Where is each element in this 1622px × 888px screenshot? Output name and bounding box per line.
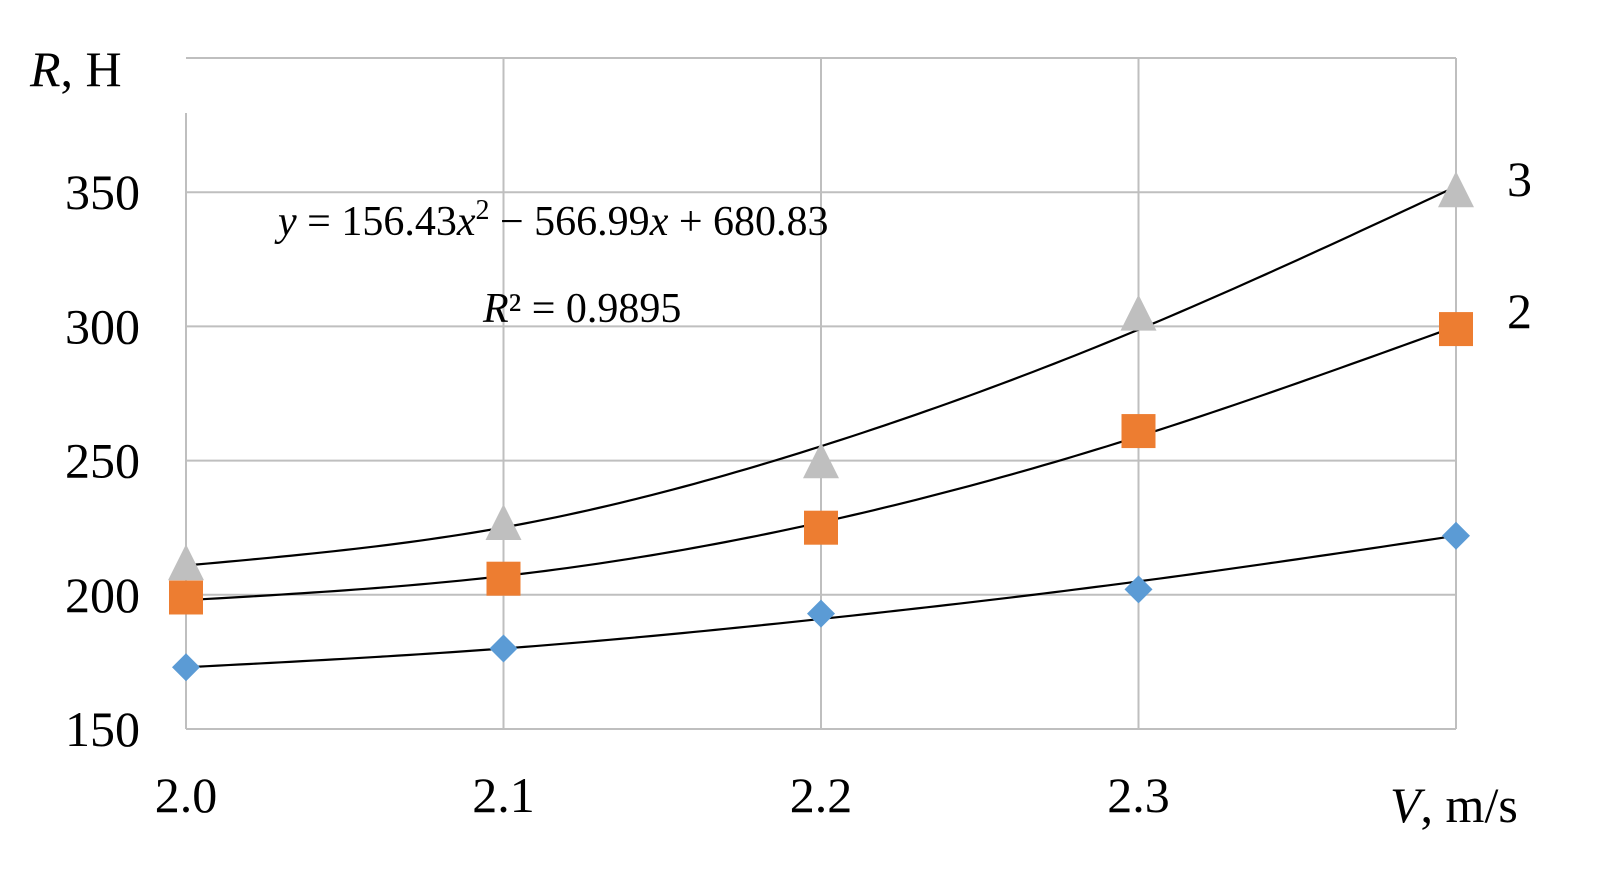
data-point-series-3 — [1438, 171, 1474, 208]
data-point-series-2 — [169, 580, 203, 615]
r-squared: R² = 0.9895 — [482, 286, 681, 332]
y-tick-label: 300 — [65, 298, 140, 354]
data-point-series-3 — [485, 504, 522, 541]
data-point-series-1 — [807, 599, 835, 628]
data-point-series-1 — [1124, 575, 1153, 604]
y-tick-label: 150 — [65, 701, 140, 757]
data-point-series-2 — [1121, 414, 1156, 449]
x-tick-label: 2.0 — [155, 767, 218, 823]
data-point-series-2 — [804, 510, 838, 545]
x-axis-label: V, m/s — [1390, 777, 1518, 833]
data-point-series-3 — [803, 442, 839, 479]
grid — [185, 57, 1457, 730]
trend-equation: y = 156.43x2 − 566.99x + 680.83 — [274, 195, 829, 245]
y-axis-label: R, H — [29, 41, 122, 97]
data-point-series-2 — [1439, 312, 1473, 347]
data-point-series-1 — [489, 634, 518, 663]
tick-labels: 150 200 250 300 350 2.0 2.1 2.2 2.3 — [65, 164, 1170, 823]
y-tick-label: 350 — [65, 164, 140, 220]
x-tick-label: 2.2 — [790, 767, 853, 823]
series-label-3: 3 — [1507, 151, 1532, 207]
data-point-series-1 — [1442, 521, 1470, 550]
data-point-series-3 — [168, 544, 204, 581]
data-point-series-2 — [486, 561, 521, 596]
y-tick-label: 250 — [65, 433, 140, 489]
data-point-series-3 — [1120, 294, 1157, 331]
x-tick-label: 2.3 — [1107, 767, 1170, 823]
data-point-series-1 — [172, 653, 200, 682]
series-label-2: 2 — [1507, 283, 1532, 339]
data-markers — [168, 171, 1474, 682]
y-tick-label: 200 — [65, 567, 140, 623]
x-tick-label: 2.1 — [472, 767, 535, 823]
